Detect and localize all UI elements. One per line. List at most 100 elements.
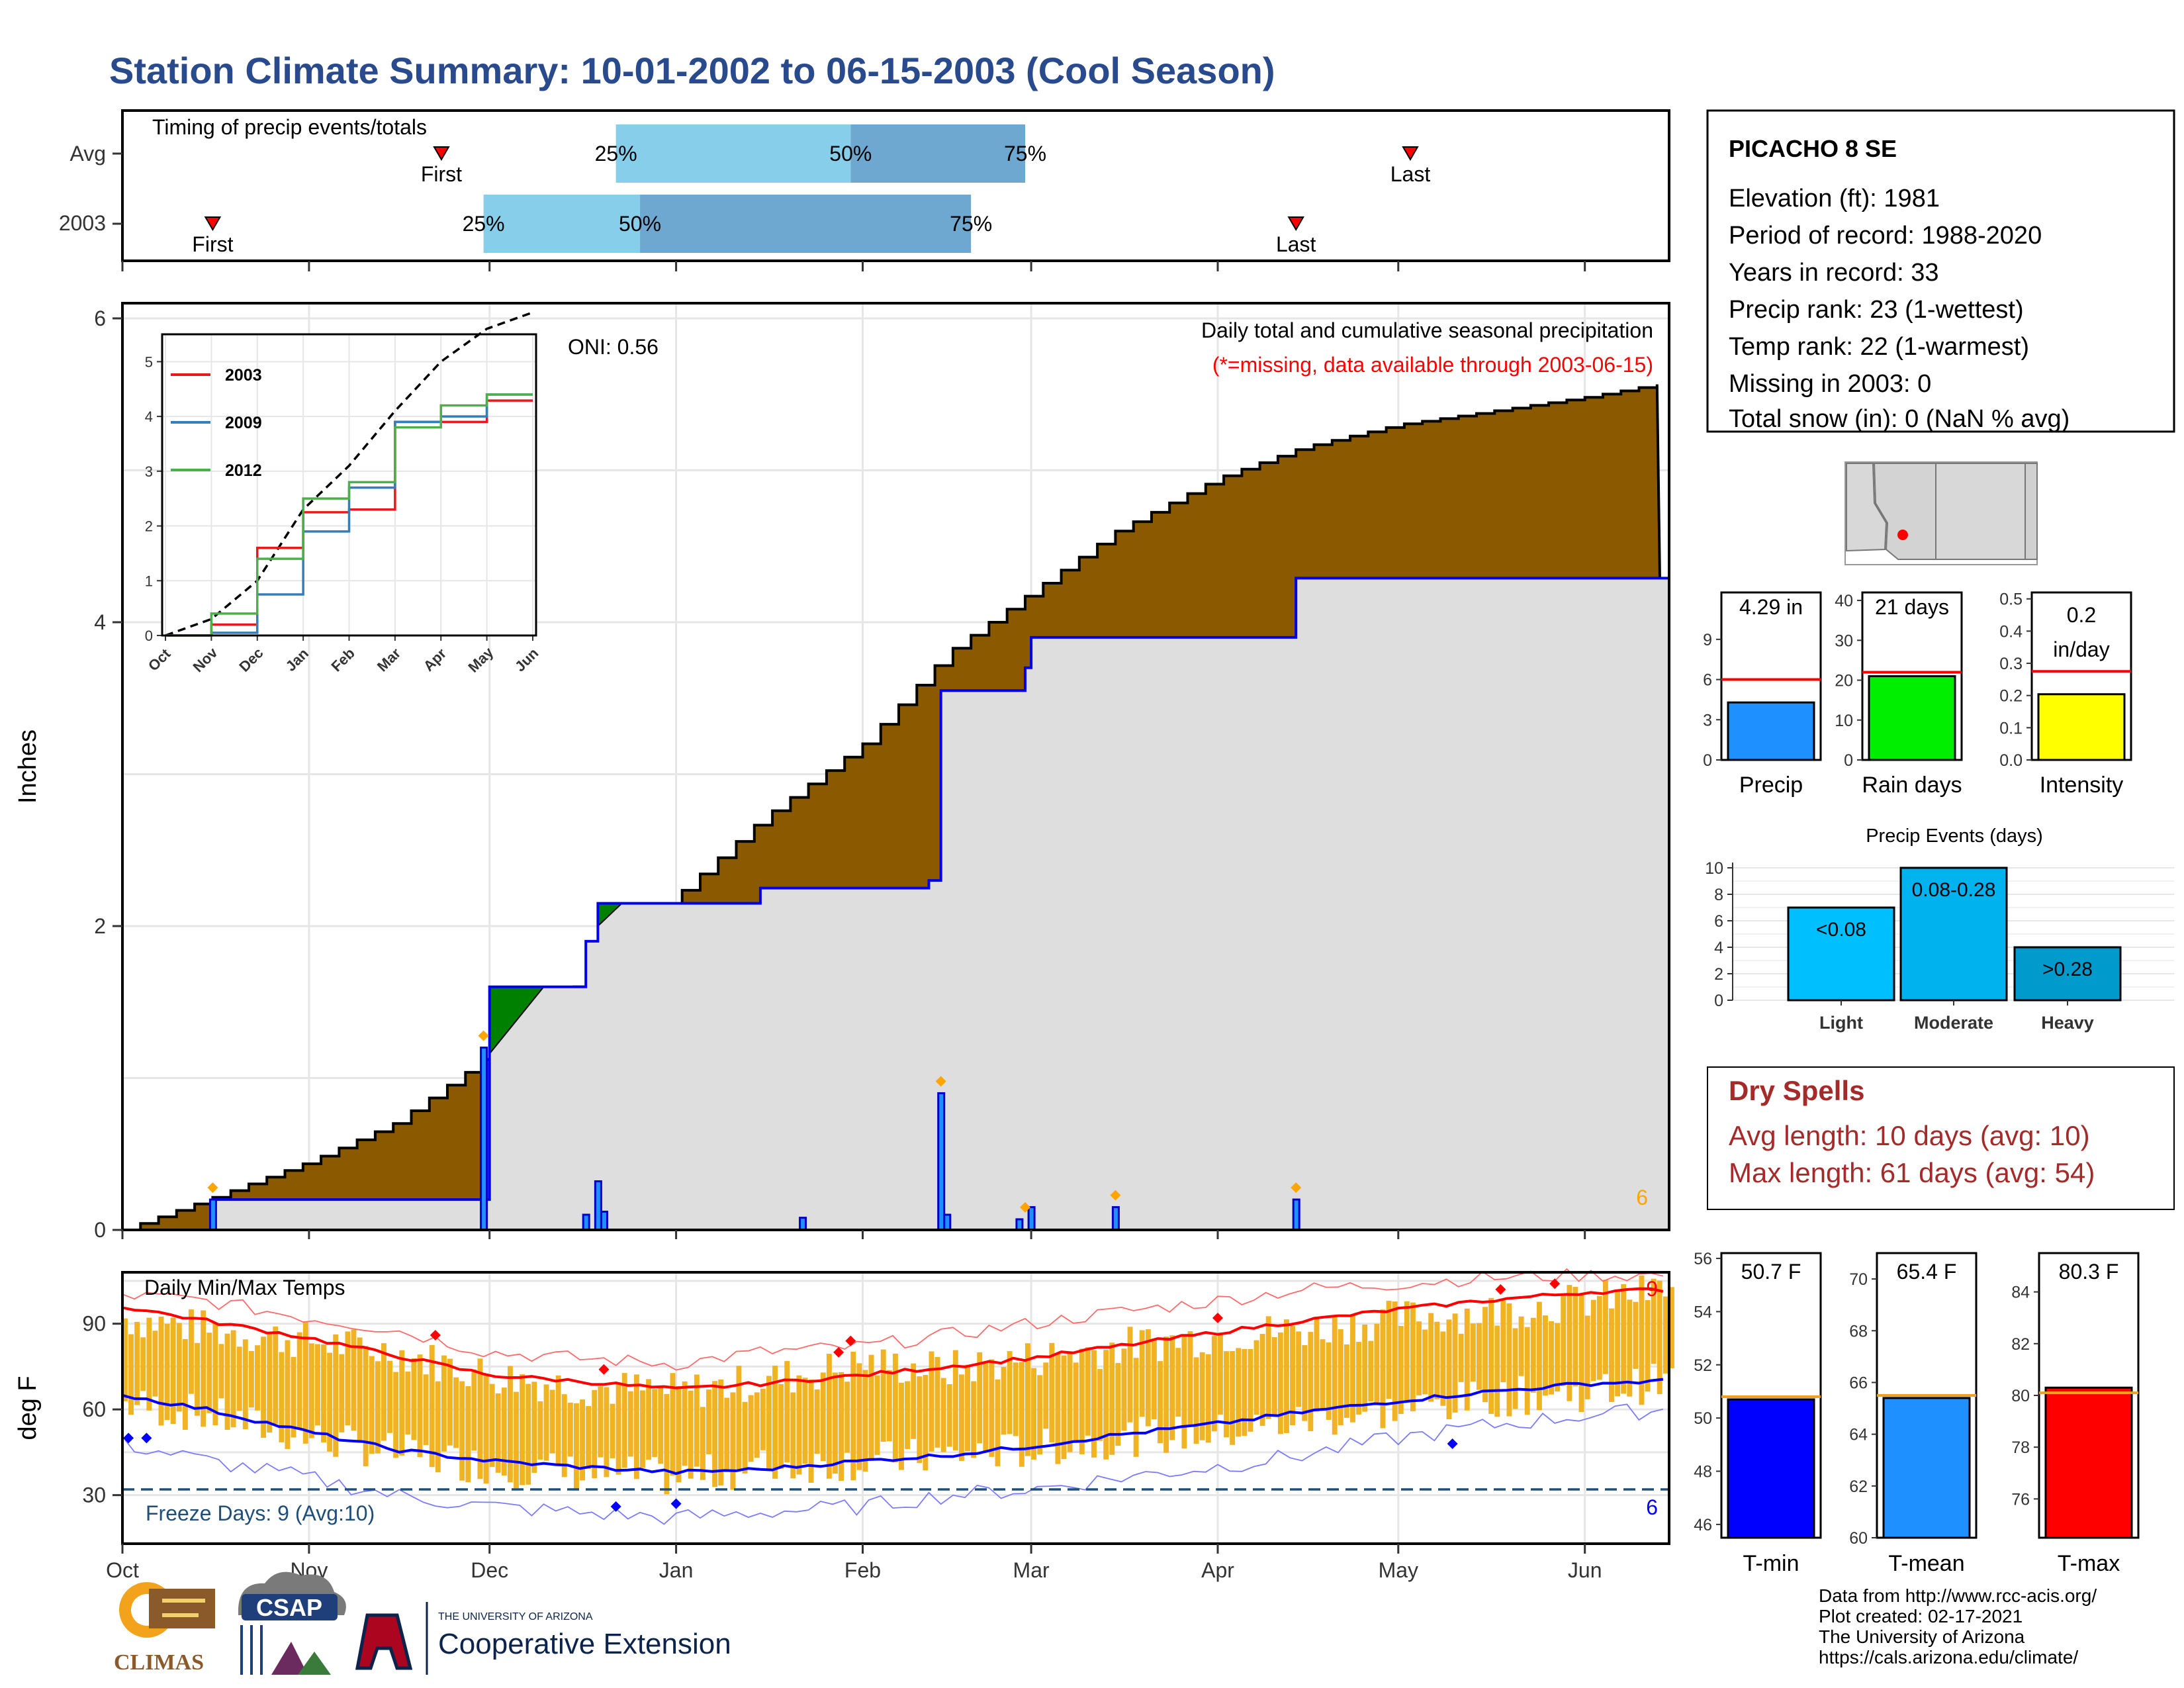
daily-temp-range-bar (880, 1349, 886, 1442)
station-name: PICACHO 8 SE (1729, 135, 1897, 162)
daily-temp-range-bar (1506, 1303, 1512, 1417)
daily-temp-range-bar (1392, 1301, 1398, 1421)
daily-temp-range-bar (339, 1354, 345, 1432)
freeze-days-label: Freeze Days: 9 (Avg:10) (146, 1501, 375, 1525)
station-snow: Total snow (in): 0 (NaN % avg) (1729, 405, 2070, 433)
daily-precip-bar (1111, 1206, 1120, 1231)
daily-temp-range-bar (911, 1363, 917, 1439)
daily-temp-range-bar (489, 1383, 495, 1468)
daily-temp-range-bar (152, 1331, 158, 1397)
daily-temp-range-bar (345, 1331, 351, 1426)
csap-logo: CSAP (238, 1571, 346, 1675)
record-temp-marker (1549, 1278, 1561, 1289)
events-tick-label: 2 (1714, 965, 1723, 984)
daily-temp-range-bar (1013, 1362, 1019, 1436)
daily-temp-range-bar (501, 1387, 507, 1476)
temp-bar-value: 80.3 F (2059, 1260, 2119, 1284)
event-marker (1110, 1190, 1121, 1201)
daily-temp-range-bar (1440, 1331, 1446, 1406)
daily-temp-range-bar (176, 1323, 182, 1412)
precip-ylabel: Inches (14, 729, 42, 804)
daily-temp-range-bar (267, 1332, 273, 1433)
daily-temp-range-bar (633, 1374, 639, 1479)
credit-line-university: The University of Arizona (1819, 1626, 2025, 1647)
daily-temp-range-bar (273, 1326, 279, 1424)
precip-missing-note: (*=missing, data available through 2003-… (1212, 353, 1653, 377)
mini-bar-tick-label: 0.1 (1999, 719, 2023, 737)
daily-temp-range-bar (1482, 1307, 1488, 1403)
daily-temp-range-bar (1073, 1362, 1079, 1443)
temp-bar (2044, 1386, 2133, 1539)
precip-corner-count: 6 (1636, 1186, 1648, 1209)
month-label: May (1379, 1558, 1418, 1582)
temp-bar-tick-label: 76 (2011, 1490, 2030, 1509)
daily-temp-range-bar (279, 1352, 285, 1442)
temp-bar-tick-label: 62 (1849, 1477, 1868, 1496)
daily-temp-range-bar (1121, 1348, 1127, 1431)
inset-line-2009 (165, 393, 533, 637)
daily-temp-range-bar (1265, 1316, 1271, 1419)
daily-temp-range-bar (802, 1378, 808, 1464)
temp-bar-value: 65.4 F (1897, 1260, 1957, 1284)
credit-line-url: https://cals.arizona.edu/climate/ (1819, 1647, 2078, 1667)
daily-temp-range-bar (321, 1344, 326, 1443)
page-title: Station Climate Summary: 10-01-2002 to 0… (109, 50, 1275, 91)
station-period: Period of record: 1988-2020 (1729, 222, 2042, 250)
daily-temp-range-bar (664, 1393, 670, 1495)
temp-bar-tick-label: 66 (1849, 1374, 1868, 1392)
daily-temp-range-bar (375, 1361, 381, 1454)
daily-temp-range-bar (917, 1376, 923, 1464)
daily-temp-range-bar (1031, 1368, 1036, 1460)
daily-temp-range-bar (1314, 1317, 1320, 1412)
events-bar-label: <0.08 (1816, 919, 1866, 941)
inset-legend-label: 2009 (225, 414, 262, 432)
normal-max-line (122, 1287, 1664, 1389)
daily-temp-range-bar (164, 1323, 170, 1421)
daily-temp-range-bar (423, 1374, 429, 1445)
daily-temp-range-bar (952, 1350, 958, 1450)
daily-temp-range-bar (507, 1366, 513, 1483)
daily-temp-range-bar (514, 1391, 519, 1489)
daily-temp-range-bar (1338, 1329, 1343, 1426)
temp-ylabel: deg F (14, 1376, 42, 1440)
daily-temp-range-bar (1386, 1301, 1392, 1399)
daily-temp-range-bar (1578, 1293, 1584, 1413)
daily-temp-range-bar (1374, 1323, 1380, 1405)
daily-temp-range-bar (1091, 1350, 1097, 1458)
daily-temp-range-bar (1290, 1325, 1296, 1426)
daily-temp-range-bar (1277, 1332, 1283, 1434)
temp-bar-tick-label: 52 (1694, 1356, 1712, 1375)
daily-temp-range-bar (676, 1386, 682, 1483)
daily-temp-range-bar (839, 1372, 844, 1481)
daily-temp-range-bar (327, 1352, 333, 1452)
daily-temp-range-bar (700, 1407, 705, 1480)
temp-bar-tick-label: 64 (1849, 1426, 1868, 1444)
daily-temp-range-bar (850, 1351, 856, 1481)
daily-temp-range-bar (905, 1381, 911, 1449)
daily-temp-range-bar (429, 1344, 435, 1468)
daily-temp-range-bar (495, 1393, 501, 1473)
daily-temp-range-bar (182, 1338, 188, 1430)
daily-temp-range-bar (1452, 1313, 1458, 1413)
temp-bar-tick-label: 60 (1849, 1529, 1868, 1548)
month-label: Jun (1568, 1558, 1602, 1582)
daily-temp-range-bar (1055, 1353, 1061, 1464)
daily-temp-range-bar (574, 1403, 579, 1490)
daily-temp-range-bar (471, 1369, 477, 1451)
timing-label: Timing of precip events/totals (152, 115, 427, 139)
daily-temp-range-bar (1380, 1309, 1386, 1429)
daily-temp-range-bar (1518, 1316, 1524, 1376)
daily-temp-range-bar (1302, 1345, 1308, 1421)
daily-precip-bar (582, 1213, 590, 1231)
daily-temp-range-bar (977, 1352, 983, 1444)
daily-temp-range-bar (1085, 1347, 1091, 1436)
daily-temp-range-bar (134, 1321, 140, 1405)
inset-y-tick-label: 4 (145, 408, 153, 425)
inset-y-tick-label: 5 (145, 353, 153, 370)
mini-bar-value-line1: 0.2 (2067, 603, 2096, 627)
daily-temp-range-bar (688, 1390, 694, 1479)
daily-temp-range-bar (580, 1399, 585, 1481)
daily-precip-bar (480, 1047, 488, 1231)
precip-y-tick-label: 0 (94, 1218, 106, 1242)
station-elevation: Elevation (ft): 1981 (1729, 185, 1940, 212)
